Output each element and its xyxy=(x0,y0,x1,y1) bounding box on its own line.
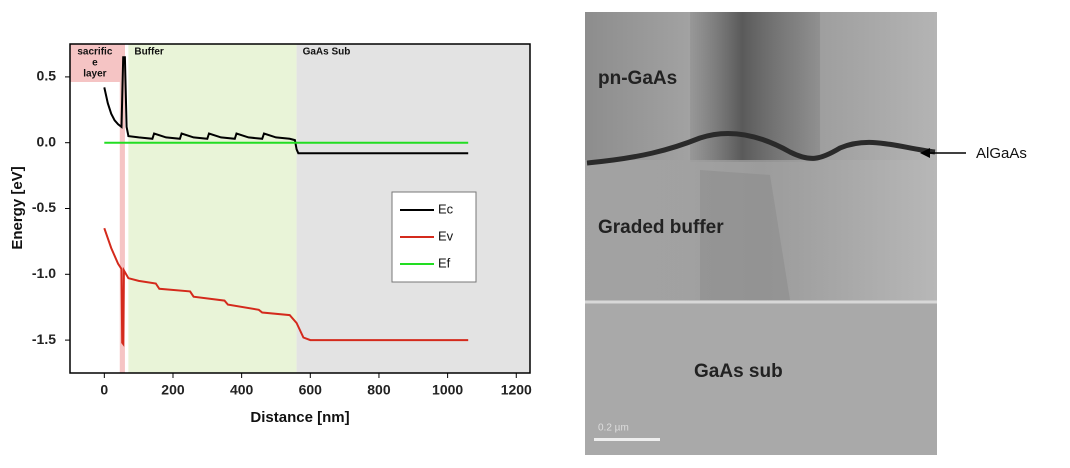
y-tick-label: 0.5 xyxy=(37,68,57,84)
band-diagram: Distance [nm] Energy [eV] sacrificelayer… xyxy=(9,43,532,426)
y-tick-label: 0.0 xyxy=(37,133,57,149)
y-tick-label: -1.0 xyxy=(32,265,56,281)
region-label: layer xyxy=(83,69,106,80)
arrow-head xyxy=(920,148,930,158)
y-tick-label: -1.5 xyxy=(32,331,56,347)
callout-label: AlGaAs xyxy=(976,145,1027,162)
scale-bar-label: 0.2 µm xyxy=(598,423,629,434)
region-label: pn-GaAs xyxy=(598,68,677,89)
y-axis-label: Energy [eV] xyxy=(9,166,26,249)
x-tick-label: 1000 xyxy=(432,382,463,398)
scale-bar xyxy=(594,438,660,441)
x-tick-label: 400 xyxy=(230,382,254,398)
tem-substrate xyxy=(585,302,937,455)
legend-label: Ec xyxy=(438,201,454,216)
region-label: Buffer xyxy=(134,47,164,58)
algaas-layer xyxy=(586,130,936,166)
x-tick-label: 600 xyxy=(299,382,323,398)
tem-shadow xyxy=(700,170,790,300)
legend-label: Ef xyxy=(438,255,451,270)
x-tick-label: 200 xyxy=(161,382,185,398)
region-label: GaAs Sub xyxy=(303,47,351,58)
region xyxy=(128,44,297,373)
region-label: GaAs sub xyxy=(694,361,783,382)
region-label: Graded buffer xyxy=(598,217,724,238)
legend-label: Ev xyxy=(438,228,454,243)
series-line xyxy=(103,56,469,155)
region xyxy=(119,44,125,373)
y-tick-label: -0.5 xyxy=(32,199,56,215)
x-tick-label: 800 xyxy=(367,382,391,398)
x-tick-label: 0 xyxy=(100,382,108,398)
x-axis-label: Distance [nm] xyxy=(250,409,349,426)
region-label: e xyxy=(92,58,98,69)
x-tick-label: 1200 xyxy=(501,382,532,398)
micrograph: pn-GaAs Graded buffer GaAs sub AlGaAs 0.… xyxy=(585,12,1027,455)
region-label-box xyxy=(70,44,125,82)
region-label: sacrific xyxy=(77,47,112,58)
series-line xyxy=(103,227,469,347)
